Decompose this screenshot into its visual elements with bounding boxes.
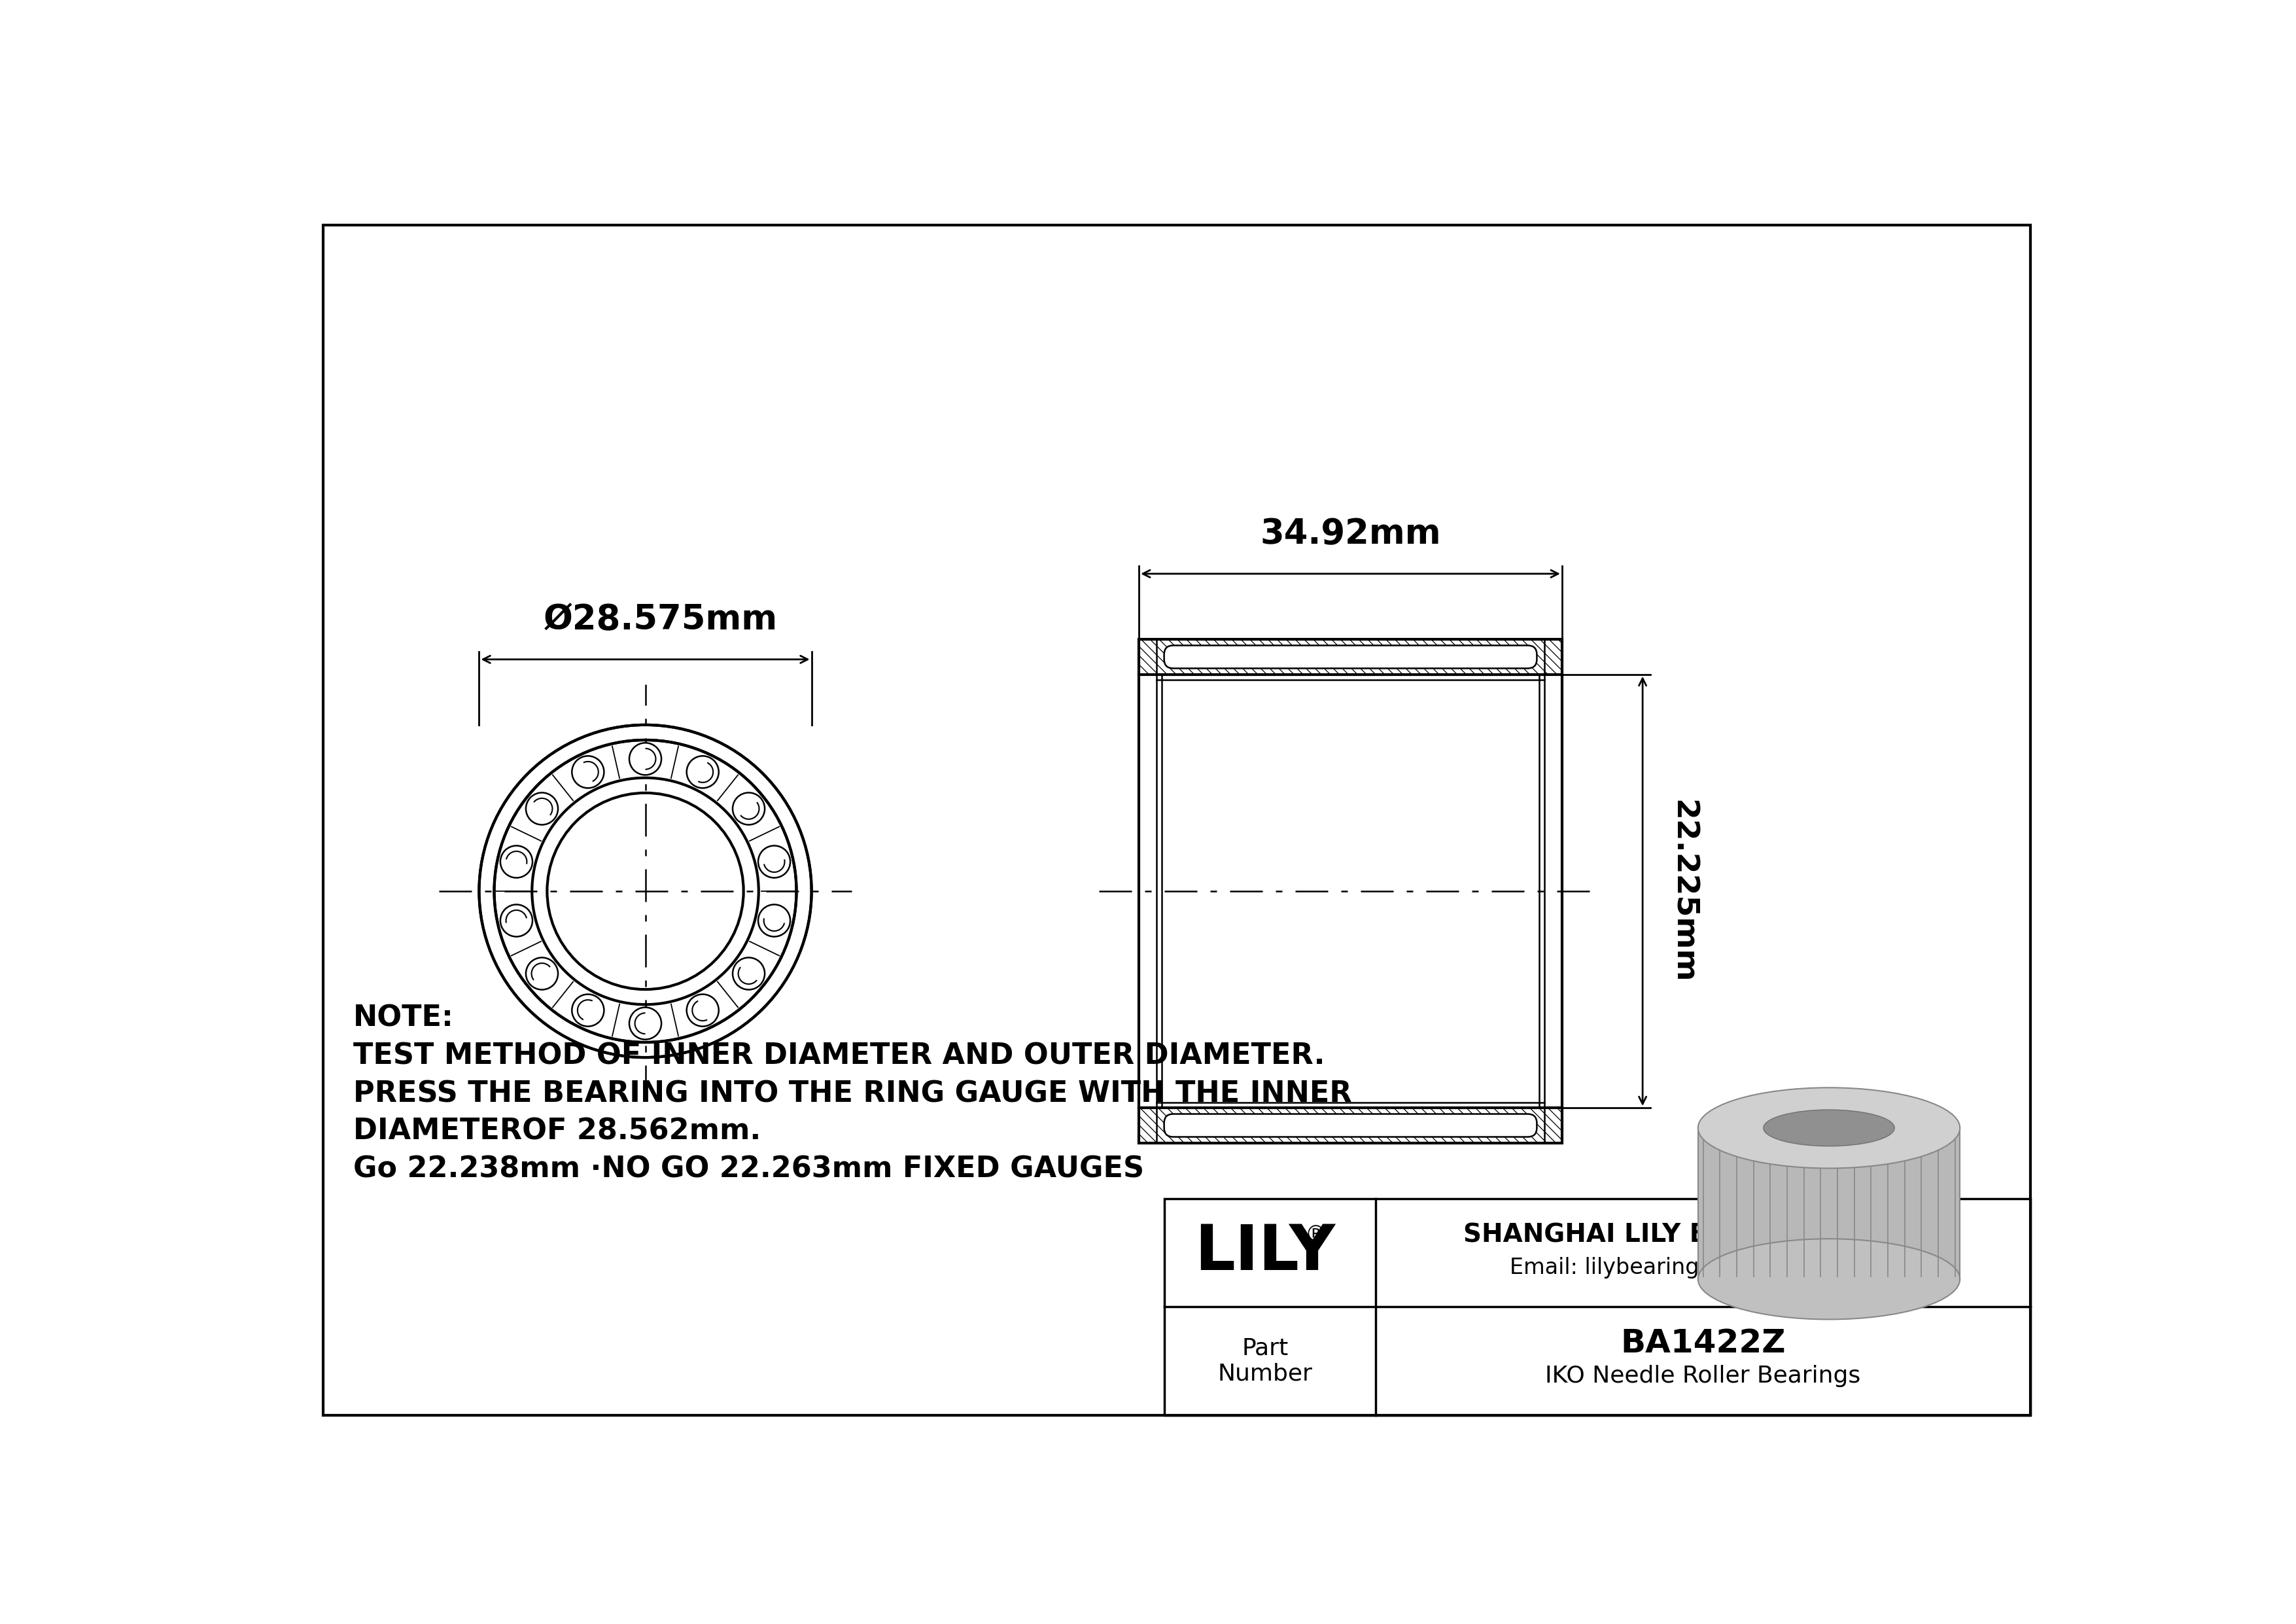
Ellipse shape bbox=[1699, 1239, 1961, 1319]
Circle shape bbox=[572, 755, 604, 788]
Bar bbox=[1139, 640, 1561, 1143]
Circle shape bbox=[629, 742, 661, 775]
Circle shape bbox=[758, 846, 790, 879]
Text: Go 22.238mm ·NO GO 22.263mm FIXED GAUGES: Go 22.238mm ·NO GO 22.263mm FIXED GAUGES bbox=[354, 1155, 1143, 1184]
Text: 22.225mm: 22.225mm bbox=[1667, 799, 1697, 983]
Circle shape bbox=[526, 958, 558, 989]
Circle shape bbox=[629, 1007, 661, 1039]
Circle shape bbox=[687, 755, 719, 788]
Text: BA1422Z: BA1422Z bbox=[1621, 1328, 1786, 1359]
Circle shape bbox=[732, 958, 765, 989]
Circle shape bbox=[758, 905, 790, 937]
Circle shape bbox=[572, 994, 604, 1026]
Text: NOTE:: NOTE: bbox=[354, 1004, 455, 1033]
Text: Part
Number: Part Number bbox=[1217, 1337, 1313, 1385]
Text: TEST METHOD OF INNER DIAMETER AND OUTER DIAMETER.: TEST METHOD OF INNER DIAMETER AND OUTER … bbox=[354, 1043, 1325, 1070]
Bar bbox=[1164, 1199, 2030, 1415]
Circle shape bbox=[526, 793, 558, 825]
Bar bbox=[1699, 1129, 1961, 1280]
Circle shape bbox=[501, 846, 533, 879]
Text: ®: ® bbox=[1304, 1224, 1327, 1246]
FancyBboxPatch shape bbox=[1164, 1114, 1536, 1137]
Circle shape bbox=[732, 793, 765, 825]
Text: Ø28.575mm: Ø28.575mm bbox=[544, 603, 778, 637]
Text: LILY: LILY bbox=[1194, 1223, 1336, 1283]
Text: IKO Needle Roller Bearings: IKO Needle Roller Bearings bbox=[1545, 1364, 1860, 1387]
Text: PRESS THE BEARING INTO THE RING GAUGE WITH THE INNER: PRESS THE BEARING INTO THE RING GAUGE WI… bbox=[354, 1080, 1352, 1108]
Circle shape bbox=[501, 905, 533, 937]
FancyBboxPatch shape bbox=[1164, 645, 1536, 669]
Ellipse shape bbox=[1763, 1109, 1894, 1147]
Text: DIAMETEROF 28.562mm.: DIAMETEROF 28.562mm. bbox=[354, 1117, 760, 1145]
Text: Email: lilybearing@lily-bearing.com: Email: lilybearing@lily-bearing.com bbox=[1508, 1257, 1896, 1278]
Circle shape bbox=[480, 724, 810, 1057]
Ellipse shape bbox=[1699, 1088, 1961, 1168]
Text: SHANGHAI LILY BEARING LIMITED: SHANGHAI LILY BEARING LIMITED bbox=[1463, 1223, 1942, 1247]
Text: 34.92mm: 34.92mm bbox=[1261, 516, 1442, 551]
Circle shape bbox=[687, 994, 719, 1026]
